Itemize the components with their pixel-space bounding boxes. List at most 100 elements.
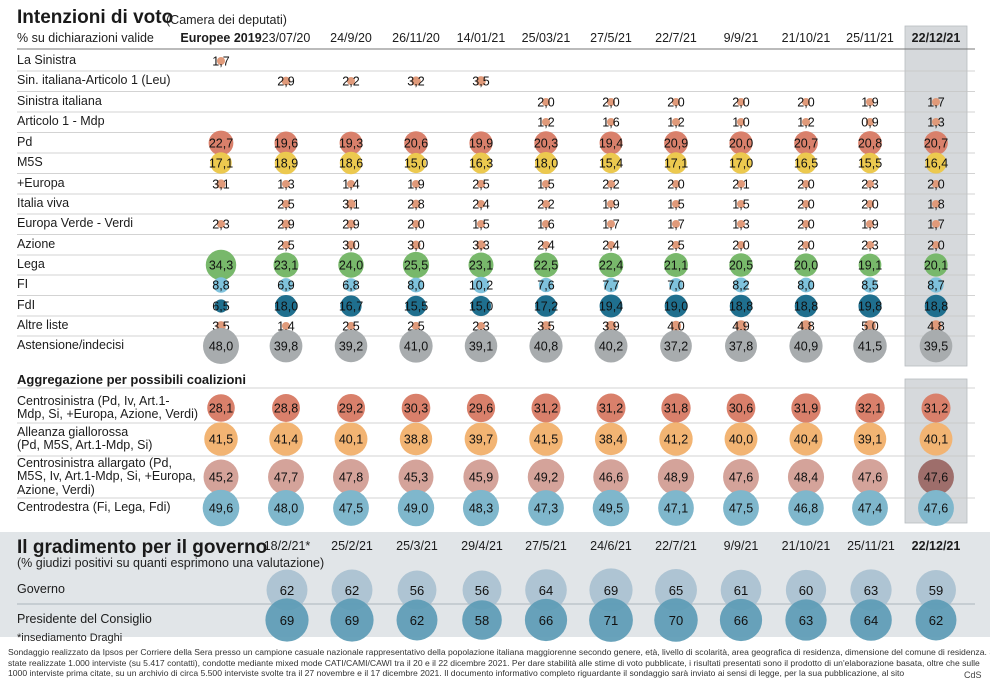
data-value: 1,7 <box>602 218 619 232</box>
approval-date-header: 27/5/21 <box>525 539 567 553</box>
party-label: Europa Verde - Verdi <box>17 216 134 230</box>
data-value: 2,0 <box>797 96 814 110</box>
data-value: 2,0 <box>927 178 944 192</box>
data-bubble <box>468 252 494 278</box>
coalition-bubble <box>204 422 238 456</box>
data-bubble <box>798 277 814 293</box>
data-bubble <box>399 329 433 363</box>
data-bubble <box>660 330 692 362</box>
coalition-bubble <box>272 394 300 422</box>
data-value: 2,8 <box>407 198 424 212</box>
data-bubble <box>469 131 493 155</box>
data-bubble <box>210 152 232 174</box>
data-value: 64 <box>539 583 553 598</box>
data-value: 1,0 <box>732 116 749 130</box>
data-value: 2,3 <box>861 178 878 192</box>
methodology-note: state realizzate 1.000 interviste (su 5.… <box>8 657 980 668</box>
data-value: 41,5 <box>534 433 558 447</box>
data-bubble <box>542 118 550 126</box>
data-bubble <box>737 220 745 228</box>
approval-date-header: 25/2/21 <box>331 539 373 553</box>
data-value: 2,0 <box>797 178 814 192</box>
data-value: 30,6 <box>729 402 753 416</box>
data-bubble <box>411 321 421 331</box>
data-bubble <box>476 76 486 86</box>
approval-bubble <box>785 569 827 611</box>
data-value: 18,8 <box>729 300 753 314</box>
data-value: 41,2 <box>664 433 688 447</box>
data-bubble <box>282 322 290 330</box>
data-bubble <box>858 253 882 277</box>
approval-bubble <box>265 598 309 642</box>
data-bubble <box>864 320 876 332</box>
coalition-bubble <box>401 393 431 423</box>
data-value: 62 <box>929 613 943 628</box>
data-value: 2,0 <box>797 198 814 212</box>
data-bubble <box>534 131 558 155</box>
data-value: 2,9 <box>277 75 294 89</box>
data-value: 6,5 <box>212 300 229 314</box>
data-value: 15,5 <box>404 300 428 314</box>
data-bubble <box>671 240 681 250</box>
data-value: 2,4 <box>472 198 489 212</box>
data-bubble <box>541 321 551 331</box>
approval-bubble <box>655 569 697 611</box>
coalition-bubble <box>267 489 305 527</box>
voting-date-header: Europee 2019 <box>180 31 262 45</box>
coalition-bubble <box>723 459 759 495</box>
data-bubble <box>858 131 882 155</box>
data-value: 47,7 <box>274 471 298 485</box>
data-value: 29,6 <box>469 402 493 416</box>
data-value: 49,0 <box>404 502 428 516</box>
data-value: 2,2 <box>537 198 554 212</box>
data-value: 56 <box>410 583 424 598</box>
data-value: 20,5 <box>729 259 753 273</box>
approval-bubble <box>654 598 698 642</box>
data-value: 2,3 <box>212 218 229 232</box>
data-value: 34,3 <box>209 259 233 273</box>
data-value: 41,5 <box>858 340 882 354</box>
data-value: 2,0 <box>797 239 814 253</box>
data-value: 31,2 <box>599 402 623 416</box>
data-value: 40,1 <box>924 433 948 447</box>
data-value: 3,2 <box>407 75 424 89</box>
party-label: Astensione/indecisi <box>17 338 125 352</box>
data-value: 28,8 <box>274 402 298 416</box>
approval-bubble <box>589 568 633 612</box>
data-bubble <box>217 57 225 65</box>
party-label: +Europa <box>17 176 65 190</box>
data-bubble <box>932 118 940 126</box>
data-bubble <box>202 327 240 365</box>
data-value: 48,4 <box>794 471 818 485</box>
data-value: 2,5 <box>667 239 684 253</box>
data-value: 19,4 <box>599 137 623 151</box>
data-value: 31,2 <box>924 402 948 416</box>
approval-label: Presidente del Consiglio <box>17 612 152 626</box>
data-bubble <box>802 200 810 208</box>
data-value: 1,6 <box>602 116 619 130</box>
data-value: 2,1 <box>732 178 749 192</box>
coalition-label: M5S, Iv, Art.1-Mdp, Si, +Europa, <box>17 469 196 484</box>
data-bubble <box>346 199 356 209</box>
data-bubble <box>800 320 812 332</box>
data-value: 49,2 <box>534 471 558 485</box>
coalition-label: (Pd, M5S, Art.1-Mdp, Si) <box>17 438 153 452</box>
approval-bubble <box>462 600 502 640</box>
data-value: 8,5 <box>861 279 878 293</box>
data-bubble <box>924 253 948 277</box>
approval-bubble <box>850 599 892 641</box>
coalition-bubble <box>527 458 565 496</box>
data-value: 7,7 <box>602 279 619 293</box>
coalition-bubble <box>592 489 630 527</box>
data-value: 1,7 <box>927 218 944 232</box>
data-value: 48,0 <box>274 502 298 516</box>
data-value: 19,8 <box>858 300 882 314</box>
approval-bubble <box>396 599 438 641</box>
data-value: 1,7 <box>927 96 944 110</box>
data-bubble <box>402 251 430 279</box>
data-bubble <box>866 220 874 228</box>
voting-date-header: 25/11/21 <box>846 31 894 45</box>
data-value: 19,4 <box>599 300 623 314</box>
data-value: 16,7 <box>339 300 363 314</box>
data-value: 63 <box>799 613 813 628</box>
